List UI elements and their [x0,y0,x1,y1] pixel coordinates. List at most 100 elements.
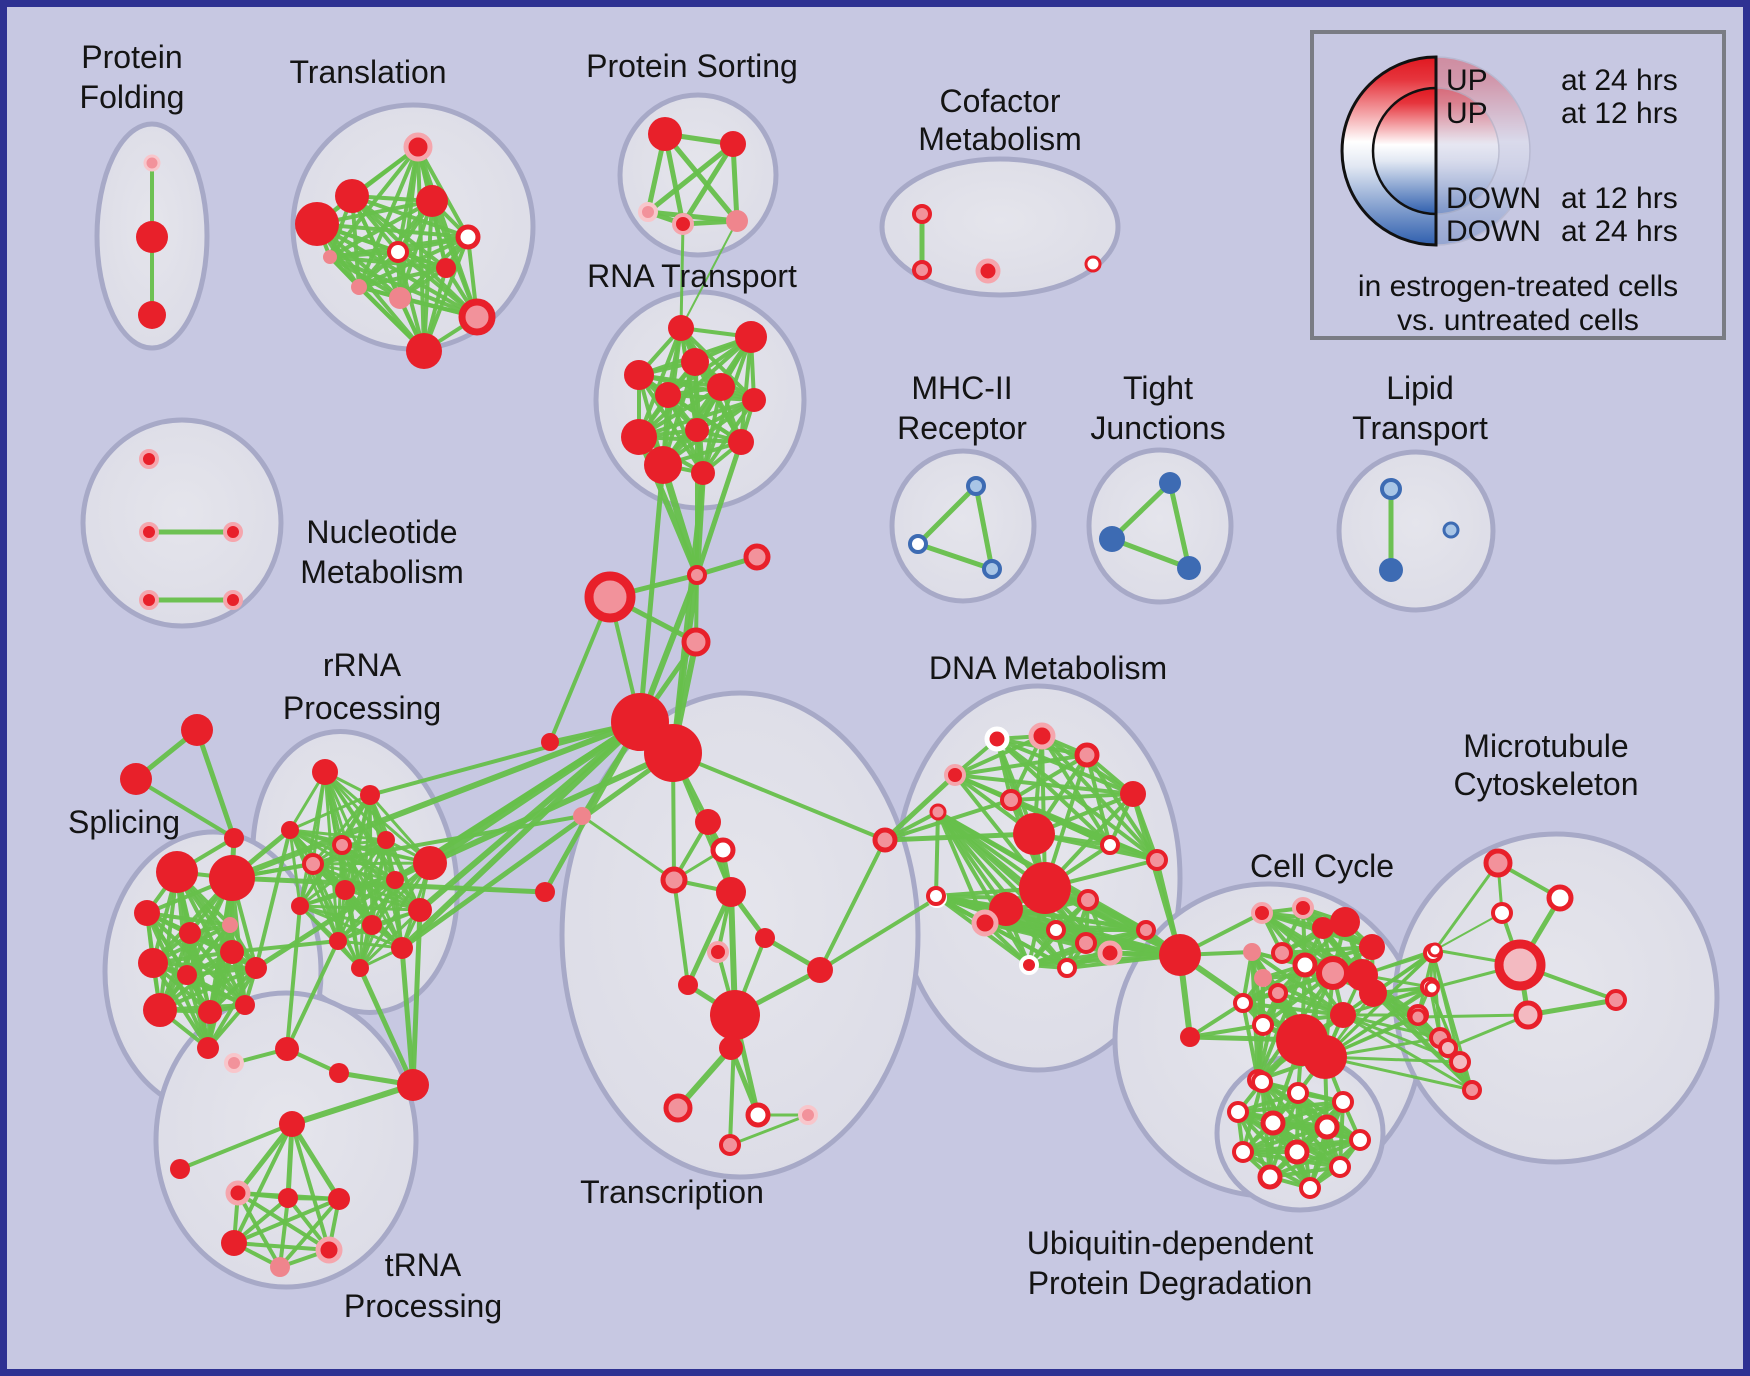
cluster-label-protein-folding: Protein [81,39,182,75]
interaction-edge [358,861,432,970]
gene-node-tr2 [710,837,736,863]
gene-node-rt1 [668,315,694,341]
interaction-edge [580,814,676,882]
gene-node-pf1 [143,154,161,172]
interaction-edge [158,870,179,1012]
gene-node-tr8 [807,957,833,983]
gene-node-s6 [134,900,160,926]
gene-node-d4 [944,764,966,786]
gene-node-d15 [1019,955,1039,975]
interaction-edge [285,904,302,1051]
gene-node-r6 [377,831,395,849]
interaction-edge [298,904,374,927]
legend-note-line2: vs. untreated cells [1397,304,1639,337]
legend-row-time: at 12 hrs [1561,97,1678,130]
gene-node-d6 [1120,781,1146,807]
gene-node-d1 [984,726,1010,752]
gene-node-rt9 [685,418,709,442]
gene-node-m2 [908,534,928,554]
gene-node-pf3 [138,301,166,329]
interaction-edge [232,1241,331,1252]
gene-node-r2 [360,785,380,805]
gene-node-u9 [1284,1139,1310,1165]
gene-node-r11 [362,915,382,935]
gene-node-rt2 [735,321,767,353]
legend-note-line1: in estrogen-treated cells [1358,270,1678,303]
cluster-label-dna-metabolism: DNA Metabolism [929,650,1167,686]
interaction-edge [350,194,470,239]
cluster-label-rna-transport: RNA Transport [587,258,797,294]
interaction-edge [953,773,1135,796]
cluster-label-rrna-processing: Processing [283,690,441,726]
interaction-edge [1256,991,1280,1082]
interaction-edge [357,965,416,1088]
gene-node-cc15 [1268,983,1288,1003]
gene-node-tr1 [695,809,721,835]
interaction-edge [637,373,756,402]
gene-node-dB2 [1019,862,1071,914]
gene-node-tr9 [710,990,760,1040]
gene-node-t3 [295,202,339,246]
gene-node-r8 [386,871,404,889]
interaction-edge [232,1197,341,1245]
gene-node-cc6 [1243,943,1261,961]
gene-node-s9 [220,940,244,964]
gene-node-d17 [1097,940,1123,966]
gene-node-r5 [302,853,324,875]
interaction-edge [288,828,388,842]
gene-node-d2 [1028,722,1056,750]
interaction-edge [953,734,1044,777]
interaction-edge [1323,1055,1474,1092]
gene-node-r4 [332,835,352,855]
gene-node-mt8 [1513,1000,1543,1030]
gene-node-dmL [872,827,898,853]
interaction-edge [973,483,995,572]
interaction-edge [399,945,416,1088]
gene-node-rt11 [644,446,682,484]
cluster-label-splicing: Splicing [68,804,180,840]
gene-node-ch1 [687,565,707,585]
gene-node-mt7 [1409,1008,1427,1026]
gene-node-cc19 [1180,1027,1200,1047]
gene-node-mt9 [1605,989,1627,1011]
interaction-edge [1167,480,1192,571]
legend-row-time: at 24 hrs [1561,215,1678,248]
interaction-edge [399,719,643,951]
cluster-label-cofactor-metabolism: Metabolism [918,121,1082,157]
interaction-edge [659,461,701,579]
gene-node-r14 [351,959,369,977]
interaction-edge [1188,1001,1245,1039]
interaction-edge [178,1122,294,1171]
gene-node-tr3 [660,866,688,894]
gene-node-s15 [235,995,255,1015]
cluster-bubble-cofactor-metabolism [879,156,1121,298]
gene-node-u10 [1329,1156,1351,1178]
interaction-edge [188,931,210,1050]
gene-node-rt7 [742,388,766,412]
gene-node-tr12 [745,1102,771,1128]
interaction-edge [298,770,327,908]
interaction-edge [915,541,995,572]
cluster-label-trna-processing: Processing [344,1288,502,1324]
gene-node-u8 [1232,1141,1254,1163]
gene-node-d13 [1046,920,1066,940]
interaction-edge [288,828,302,908]
interaction-edge [1280,945,1374,955]
gene-node-s13 [143,993,177,1027]
gene-node-s12 [245,957,267,979]
interaction-edge [1431,951,1442,1040]
gene-node-s4 [156,851,198,893]
gene-node-t2 [335,179,369,213]
gene-node-mt4 [1494,939,1546,991]
interaction-edge [145,911,232,927]
interaction-edge [343,838,388,892]
legend-halfcircle-faded-inner-icon [1435,87,1500,215]
gene-node-chL [541,733,559,751]
gene-node-u1 [1251,1071,1273,1093]
gene-node-cc11 [1359,979,1387,1007]
gene-node-s8 [222,917,238,933]
cluster-label-cell-cycle: Cell Cycle [1250,848,1394,884]
interaction-edge [185,966,258,977]
interaction-edge [311,838,388,866]
gene-node-j3 [1177,556,1201,580]
